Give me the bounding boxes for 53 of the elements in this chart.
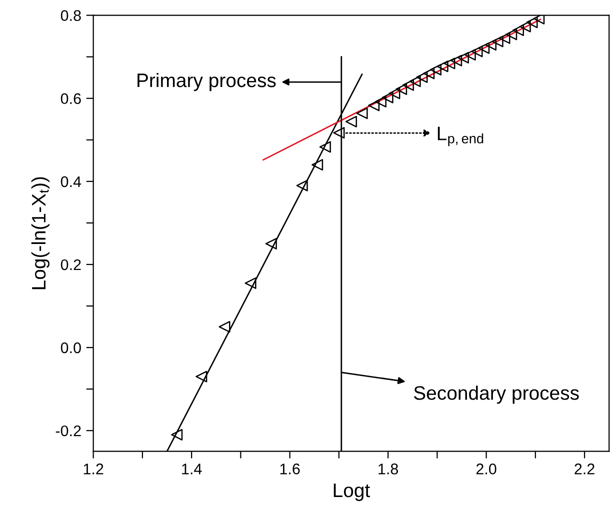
point bbox=[519, 20, 531, 32]
point bbox=[471, 46, 483, 58]
point bbox=[464, 48, 476, 61]
point bbox=[457, 52, 469, 64]
point bbox=[356, 108, 368, 120]
x-tick-label: 2.0 bbox=[476, 464, 496, 474]
x-tick-label: 2.2 bbox=[574, 464, 594, 474]
point bbox=[450, 54, 462, 66]
point bbox=[345, 116, 357, 128]
point bbox=[374, 96, 386, 108]
point bbox=[402, 79, 414, 91]
point bbox=[244, 277, 256, 289]
x-tick-label: 1.2 bbox=[84, 464, 104, 474]
point bbox=[388, 88, 400, 100]
point bbox=[171, 428, 183, 441]
point bbox=[416, 71, 428, 83]
point bbox=[423, 68, 435, 80]
point bbox=[333, 127, 345, 139]
point bbox=[512, 24, 524, 36]
y-tick-label: 0.8 bbox=[60, 10, 81, 21]
y-tick-label: 0.4 bbox=[60, 176, 82, 188]
point bbox=[444, 58, 456, 70]
y-tick-label: -0.2 bbox=[56, 425, 81, 436]
y-tick-label: 0.2 bbox=[60, 259, 81, 270]
annotation: Secondary process bbox=[414, 386, 579, 404]
y-tick-label: 0.0 bbox=[60, 342, 81, 354]
point bbox=[312, 159, 324, 171]
point bbox=[436, 60, 448, 72]
point bbox=[409, 76, 421, 88]
annotation: L$_{p,end}$ bbox=[438, 126, 484, 146]
point bbox=[368, 100, 380, 112]
x-axis-title: Logt bbox=[334, 484, 370, 502]
x-tick-label: 1.8 bbox=[378, 464, 398, 474]
point bbox=[218, 320, 230, 333]
point bbox=[382, 92, 394, 104]
point bbox=[319, 141, 331, 153]
point bbox=[498, 32, 510, 44]
x-tick-label: 1.4 bbox=[182, 464, 202, 474]
point bbox=[396, 83, 408, 95]
y-axis-title: Log(-ln(1-X$_{t}$)) bbox=[31, 177, 50, 290]
point bbox=[265, 238, 277, 250]
point bbox=[478, 42, 490, 54]
point bbox=[430, 64, 442, 76]
point bbox=[484, 39, 496, 51]
y-tick-label: 0.6 bbox=[60, 93, 81, 104]
x-tick-label: 1.6 bbox=[280, 464, 300, 474]
point bbox=[526, 16, 538, 28]
annotation: Primary process bbox=[138, 72, 276, 92]
point bbox=[492, 36, 504, 48]
point bbox=[296, 180, 308, 192]
point bbox=[196, 370, 208, 382]
point bbox=[506, 28, 518, 40]
point bbox=[533, 15, 545, 24]
